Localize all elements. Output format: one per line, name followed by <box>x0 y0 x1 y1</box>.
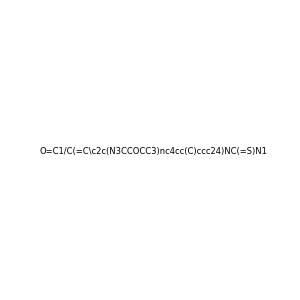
Text: O=C1/C(=C\c2c(N3CCOCC3)nc4cc(C)ccc24)NC(=S)N1: O=C1/C(=C\c2c(N3CCOCC3)nc4cc(C)ccc24)NC(… <box>40 147 268 156</box>
